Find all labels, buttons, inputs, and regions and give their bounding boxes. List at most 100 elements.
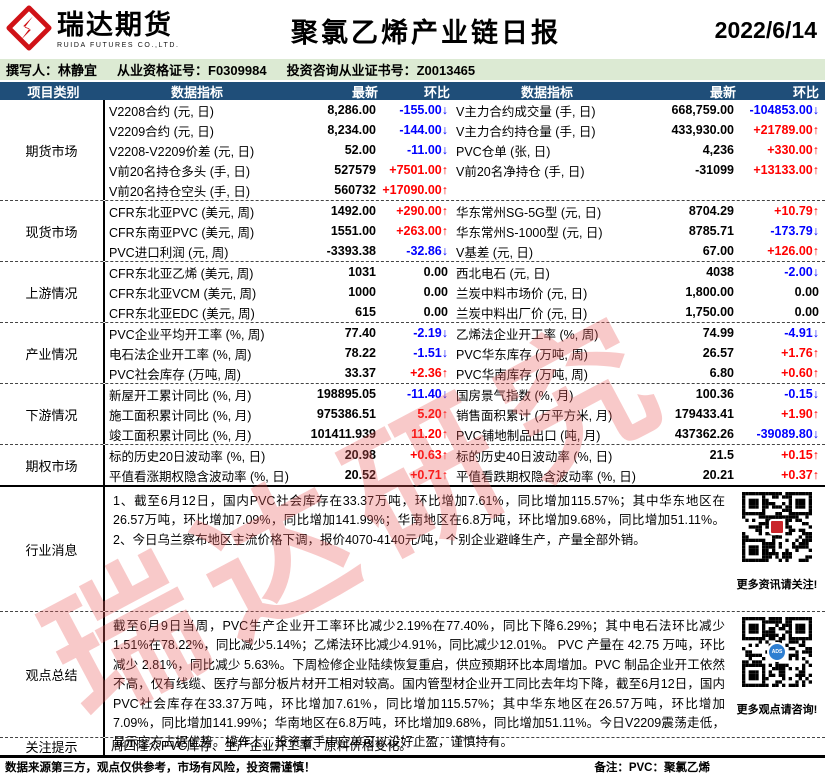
table-section: 上游情况 CFR东北亚乙烯 (美元, 周) 1031 0.00 西北电石 (元, 日) 4…: [0, 261, 825, 322]
change-value: +0.60↑: [781, 366, 819, 380]
table-section: 产业情况 PVC企业平均开工率 (%, 周) 77.40 -2.19↓ 乙烯法企业开工率…: [0, 322, 825, 383]
section-rows: CFR东北亚乙烯 (美元, 周) 1031 0.00 西北电石 (元, 日) 4038 -…: [105, 262, 825, 322]
change-value: -4.91↓: [784, 326, 819, 340]
table-row: 竣工面积累计同比 (%, 月) 101411.939 11.20↑ PVC铺地制品出口…: [105, 424, 825, 444]
table-row: V前20名持仓空头 (手, 日) 560732 +17090.00↑: [105, 180, 825, 200]
news-section: 行业消息 1、截至6月12日，国内PVC社会库存在33.37万吨，环比增加7.6…: [0, 485, 825, 611]
latest-value: 1000: [348, 285, 376, 299]
latest-value: 198895.05: [316, 387, 376, 401]
category-label: 现货市场: [0, 201, 105, 261]
table-body: 期货市场 V2208合约 (元, 日) 8,286.00 -155.00↓ V主力合约成…: [0, 100, 825, 485]
col-header-change-left: 环比: [423, 84, 450, 100]
latest-value: 433,930.00: [671, 123, 734, 137]
latest-value: 4038: [706, 265, 734, 279]
indicator-name: 标的历史20日波动率 (%, 日): [109, 449, 266, 464]
summary-section: 观点总结 截至6月9日当周，PVC生产企业开工率环比减少2.19%在77.40%…: [0, 611, 825, 750]
indicator-name: CFR东北亚EDC (美元, 周): [109, 306, 255, 321]
notice-body: 周四隆众PVC库存、生产企业开工率、原料价格变化。: [105, 738, 825, 755]
change-value: +10.79↑: [774, 204, 819, 218]
report-date: 2022/6/14: [714, 16, 817, 43]
latest-value: 6.80: [709, 366, 734, 380]
change-value: 0.00: [423, 285, 448, 299]
indicator-name: 兰炭中料市场价 (元, 日): [456, 286, 588, 301]
latest-value: 615: [355, 305, 376, 319]
qualification-text: 从业资格证号：F0309984: [117, 63, 267, 78]
change-value: +7501.00↑: [389, 163, 448, 177]
change-value: +2.36↑: [410, 366, 448, 380]
category-label: 期货市场: [0, 100, 105, 200]
indicator-name: CFR东北亚乙烯 (美元, 周): [109, 266, 254, 281]
indicator-name: 竣工面积累计同比 (%, 月): [109, 428, 252, 443]
latest-value: 20.21: [702, 468, 734, 482]
table-row: PVC企业平均开工率 (%, 周) 77.40 -2.19↓ 乙烯法企业开工率 (%,…: [105, 323, 825, 343]
change-value: -32.86↓: [406, 244, 448, 258]
advisory-text: 投资咨询从业证书号：Z0013465: [286, 63, 476, 78]
latest-value: 1,800.00: [685, 285, 734, 299]
company-logo: 瑞达期货 RUIDA FUTURES CO.,LTD.: [6, 4, 191, 56]
section-rows: PVC企业平均开工率 (%, 周) 77.40 -2.19↓ 乙烯法企业开工率 (%,…: [105, 323, 825, 383]
change-value: +1.76↑: [781, 346, 819, 360]
notice-section: 关注提示 周四隆众PVC库存、生产企业开工率、原料价格变化。: [0, 737, 825, 755]
meta-bar: 撰写人：林静宜 从业资格证号：F0309984 投资咨询从业证书号：Z00134…: [0, 59, 825, 80]
latest-value: 1551.00: [330, 224, 376, 238]
table-row: V前20名持仓多头 (手, 日) 527579 +7501.00↑ V前20名净持仓 …: [105, 160, 825, 180]
table-section: 期权市场 标的历史20日波动率 (%, 日) 20.98 +0.63↑ 标的历史40日波…: [0, 444, 825, 485]
table-row: CFR东北亚EDC (美元, 周) 615 0.00 兰炭中料出厂价 (元, 日) 1,…: [105, 302, 825, 322]
section-rows: 标的历史20日波动率 (%, 日) 20.98 +0.63↑ 标的历史40日波动率 (…: [105, 445, 825, 485]
latest-value: 668,759.00: [671, 103, 734, 117]
summary-text: 截至6月9日当周，PVC生产企业开工率环比减少2.19%在77.40%，同比下降…: [113, 619, 725, 750]
indicator-name: 电石法企业开工率 (%, 周): [109, 347, 252, 362]
summary-qr-column: ADS 更多观点请咨询!: [731, 615, 823, 737]
latest-value: 179433.41: [674, 407, 734, 421]
table-row: CFR东北亚VCM (美元, 周) 1000 0.00 兰炭中料市场价 (元, 日) 1…: [105, 282, 825, 302]
change-value: +0.71↑: [410, 468, 448, 482]
section-rows: V2208合约 (元, 日) 8,286.00 -155.00↓ V主力合约成交量 (…: [105, 100, 825, 200]
section-label-notice: 关注提示: [0, 738, 105, 755]
indicator-name: V2209合约 (元, 日): [109, 124, 214, 139]
change-value: +0.15↑: [781, 448, 819, 462]
latest-value: 8704.29: [688, 204, 734, 218]
change-value: +17090.00↑: [382, 183, 448, 197]
col-header-category: 项目类别: [27, 84, 80, 100]
change-value: 0.00: [794, 285, 819, 299]
change-value: +21789.00↑: [753, 123, 819, 137]
section-label-news: 行业消息: [0, 487, 105, 611]
change-value: 0.00: [794, 305, 819, 319]
indicator-name: 华东常州S-1000型 (元, 日): [456, 225, 603, 240]
indicator-name: PVC企业平均开工率 (%, 周): [109, 327, 265, 342]
indicator-name: V前20名净持仓 (手, 日): [456, 164, 585, 179]
consult-qr-code: ADS: [742, 617, 812, 687]
category-label: 期权市场: [0, 445, 105, 485]
indicator-name: PVC社会库存 (万吨, 周): [109, 367, 241, 382]
news-qr-caption: 更多资讯请关注!: [736, 579, 818, 591]
indicator-name: 平值看跌期权隐含波动率 (%, 日): [456, 469, 636, 484]
indicator-name: CFR东北亚VCM (美元, 周): [109, 286, 257, 301]
summary-body: 截至6月9日当周，PVC生产企业开工率环比减少2.19%在77.40%，同比下降…: [105, 612, 825, 750]
indicator-name: PVC铺地制品出口 (吨, 月): [456, 428, 601, 443]
latest-value: 8,286.00: [327, 103, 376, 117]
latest-value: 78.22: [344, 346, 376, 360]
category-label: 下游情况: [0, 384, 105, 444]
indicator-name: 乙烯法企业开工率 (%, 周): [456, 327, 599, 342]
table-row: V2209合约 (元, 日) 8,234.00 -144.00↓ V主力合约持仓量 (…: [105, 120, 825, 140]
change-value: +1.90↑: [781, 407, 819, 421]
change-value: -2.00↓: [784, 265, 819, 279]
latest-value: 33.37: [344, 366, 376, 380]
change-value: +13133.00↑: [753, 163, 819, 177]
table-row: 标的历史20日波动率 (%, 日) 20.98 +0.63↑ 标的历史40日波动率 (…: [105, 445, 825, 465]
col-header-change-right: 环比: [792, 84, 819, 100]
table-section: 现货市场 CFR东北亚PVC (美元, 周) 1492.00 +290.00↑ 华东常州…: [0, 200, 825, 261]
indicator-name: V2208-V2209价差 (元, 日): [109, 144, 255, 159]
change-value: +290.00↑: [396, 204, 448, 218]
table-row: 施工面积累计同比 (%, 月) 975386.51 5.20↑ 销售面积累计 (万平方…: [105, 404, 825, 424]
latest-value: 20.98: [344, 448, 376, 462]
indicator-name: V前20名持仓空头 (手, 日): [109, 184, 250, 199]
indicator-name: 华东常州SG-5G型 (元, 日): [456, 205, 602, 220]
col-header-latest-right: 最新: [709, 84, 736, 100]
latest-value: 20.52: [344, 468, 376, 482]
latest-value: 21.5: [709, 448, 734, 462]
change-value: -1.51↓: [413, 346, 448, 360]
table-row: PVC进口利润 (元, 周) -3393.38 -32.86↓ V基差 (元, 日) 6…: [105, 241, 825, 261]
table-row: PVC社会库存 (万吨, 周) 33.37 +2.36↑ PVC华南库存 (万吨, 周…: [105, 363, 825, 383]
